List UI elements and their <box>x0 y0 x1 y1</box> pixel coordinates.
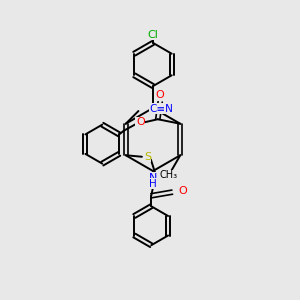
Text: O: O <box>156 90 165 100</box>
Text: C≡N: C≡N <box>150 103 174 114</box>
Text: O: O <box>136 117 145 127</box>
Text: S: S <box>144 152 151 162</box>
Text: H: H <box>149 178 157 189</box>
Text: CH₃: CH₃ <box>159 170 177 180</box>
Text: O: O <box>179 186 188 196</box>
Text: Cl: Cl <box>148 29 158 40</box>
Text: N: N <box>149 172 157 183</box>
